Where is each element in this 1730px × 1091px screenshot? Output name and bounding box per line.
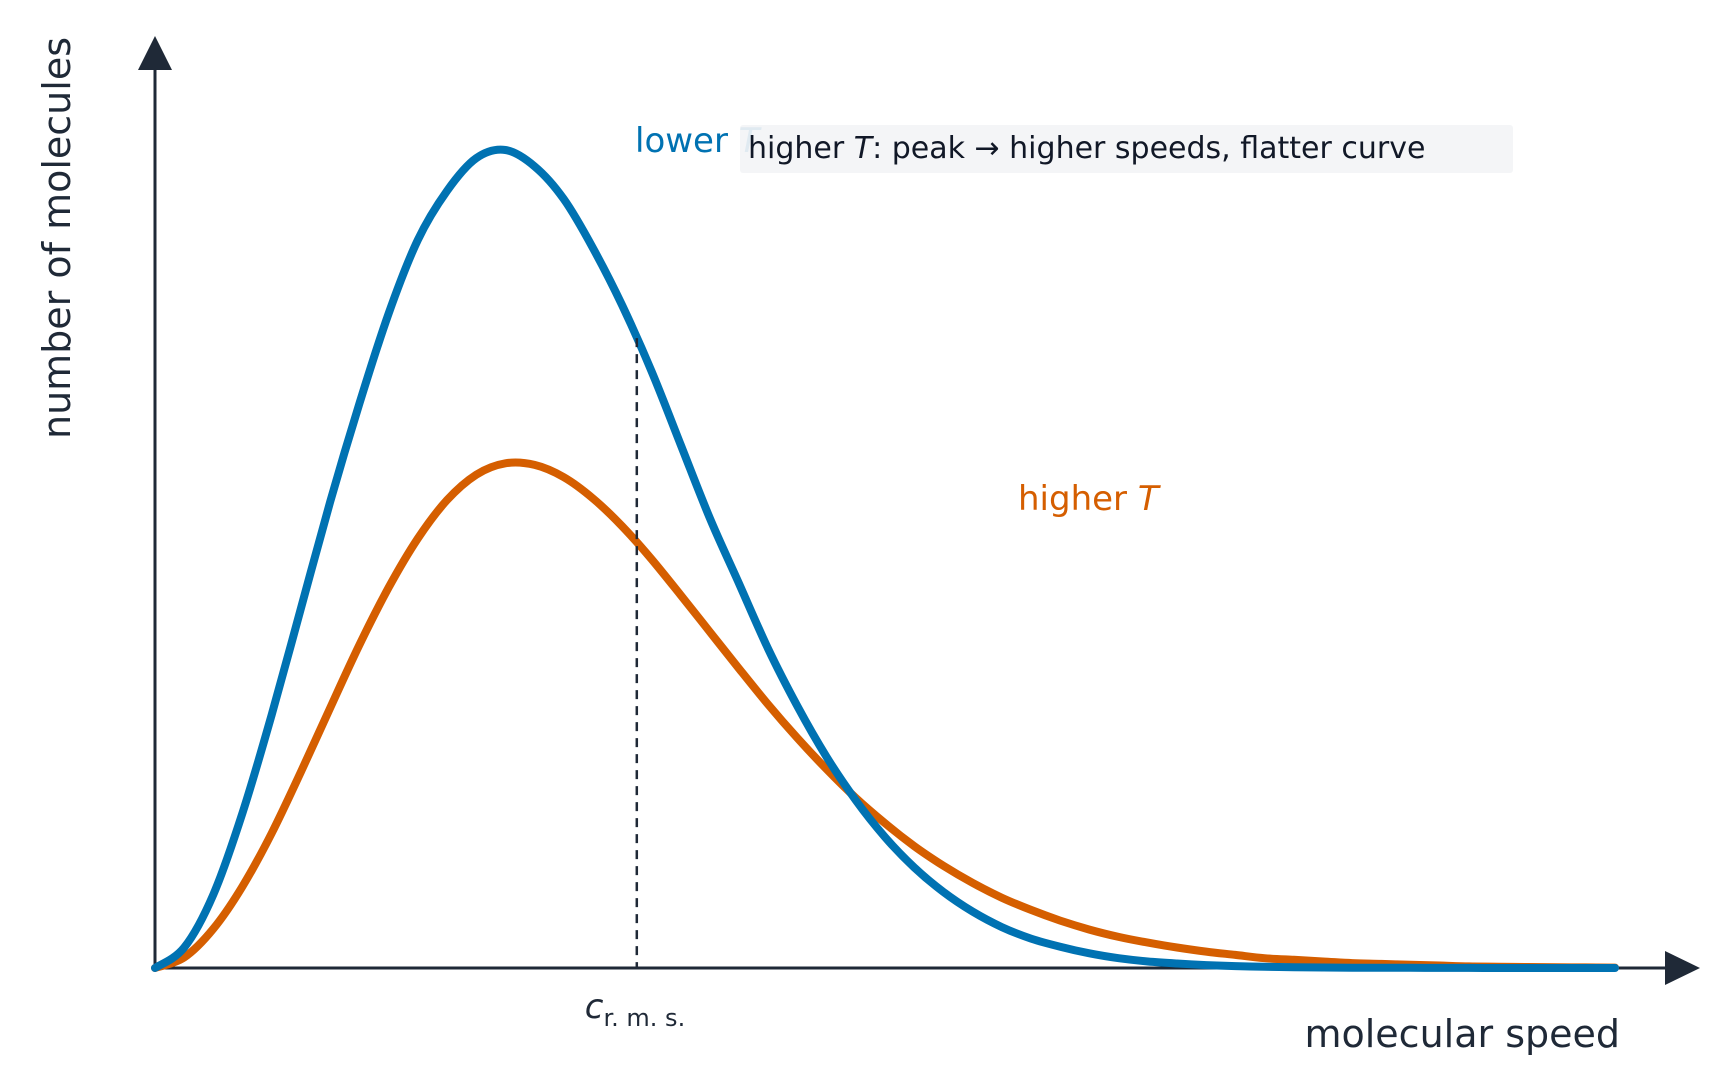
rms-speed-symbol: c — [585, 987, 604, 1027]
annotation-italic: T — [854, 131, 875, 166]
series-line-lower-t — [151, 145, 1619, 972]
series-label-lower-t-main: lower — [635, 121, 739, 161]
rms-speed-subscript: r. m. s. — [604, 1004, 686, 1032]
series-label-higher-t-italic: T — [1138, 479, 1161, 519]
y-axis-title: number of molecules — [35, 37, 79, 439]
annotation-suffix: : peak → higher speeds, flatter curve — [872, 131, 1425, 166]
annotation-background — [740, 125, 1513, 173]
x-axis-arrowhead — [1665, 951, 1700, 985]
series-label-higher-t-main: higher — [1018, 479, 1138, 519]
annotation-text: higher T: peak → higher speeds, flatter … — [748, 131, 1425, 166]
series-line-higher-t — [151, 458, 1619, 972]
x-axis-title: molecular speed — [1304, 1012, 1620, 1056]
rms-speed-tick-label: cr. m. s. — [585, 987, 685, 1032]
y-axis-arrowhead — [138, 36, 172, 70]
annotation-prefix: higher — [748, 131, 854, 166]
series-label-higher-t: higher T — [1018, 479, 1161, 519]
series-layer — [151, 145, 1619, 972]
